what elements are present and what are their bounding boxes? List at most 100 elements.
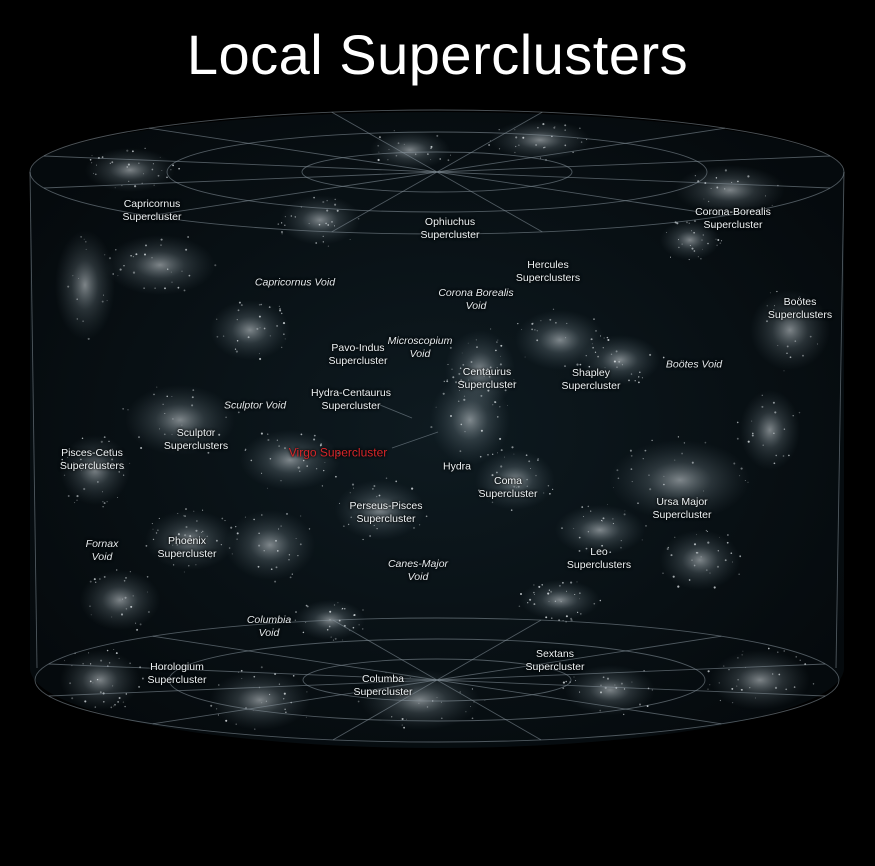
galaxy-point (509, 478, 512, 480)
galaxy-point (707, 670, 710, 673)
galaxy-point (112, 273, 115, 275)
galaxy-point (361, 628, 364, 630)
galaxy-point (166, 395, 168, 398)
galaxy-point (430, 426, 433, 429)
galaxy-point (747, 481, 749, 483)
galaxy-point (740, 689, 742, 691)
galaxy-point (418, 524, 421, 526)
galaxy-point (728, 669, 730, 671)
galaxy-point (531, 328, 533, 331)
galaxy-point (362, 538, 364, 541)
galaxy-point (315, 468, 318, 470)
galaxy-point (513, 378, 515, 381)
galaxy-point (599, 709, 602, 712)
galaxy-point (783, 428, 786, 430)
galaxy-point (236, 339, 239, 342)
galaxy-point (235, 723, 237, 725)
galaxy-point (134, 185, 137, 188)
galaxy-point (216, 318, 218, 320)
galaxy-point (210, 704, 213, 707)
galaxy-point (284, 338, 286, 340)
galaxy-point (299, 470, 301, 472)
galaxy-point (704, 441, 707, 444)
galaxy-point (612, 518, 614, 520)
galaxy-point (747, 440, 750, 443)
galaxy-point (564, 144, 567, 147)
galaxy-point (484, 699, 486, 701)
galaxy-point (504, 389, 507, 392)
galaxy-point (225, 416, 227, 419)
galaxy-point (553, 126, 556, 129)
galaxy-point (302, 631, 305, 634)
galaxy-point (376, 495, 378, 498)
galaxy-cloud (370, 130, 450, 170)
top-spoke (436, 171, 543, 233)
galaxy-point (541, 584, 543, 586)
galaxy-cloud (60, 650, 140, 710)
galaxy-point (705, 529, 707, 532)
galaxy-point (554, 126, 556, 128)
galaxy-point (328, 625, 331, 628)
galaxy-point (637, 502, 639, 505)
galaxy-point (530, 468, 531, 470)
galaxy-point (221, 517, 224, 520)
galaxy-cloud (335, 480, 425, 540)
galaxy-point (99, 691, 102, 694)
galaxy-point (599, 599, 602, 602)
galaxy-point (570, 617, 573, 620)
galaxy-point (385, 477, 388, 479)
galaxy-point (241, 678, 243, 679)
galaxy-point (458, 390, 460, 391)
galaxy-point (138, 436, 140, 439)
label-microscopium-void: Microscopium Void (387, 335, 453, 360)
galaxy-point (122, 408, 124, 410)
galaxy-point (209, 556, 212, 559)
galaxy-point (587, 505, 590, 508)
galaxy-point (773, 462, 776, 465)
galaxy-point (256, 327, 259, 330)
galaxy-point (235, 525, 237, 528)
galaxy-point (207, 451, 210, 454)
label-corona-borealis-supercluster: Corona-Borealis Supercluster (695, 206, 771, 231)
galaxy-point (185, 508, 187, 510)
galaxy-point (427, 153, 429, 155)
galaxy-point (689, 245, 691, 246)
galaxy-point (172, 418, 174, 420)
galaxy-point (487, 454, 489, 456)
galaxy-point (663, 475, 665, 477)
galaxy-point (93, 578, 96, 581)
galaxy-point (639, 703, 641, 706)
galaxy-point (279, 309, 282, 312)
galaxy-point (607, 338, 610, 342)
galaxy-point (192, 449, 194, 451)
galaxy-point (118, 657, 120, 659)
galaxy-point (663, 483, 665, 486)
galaxy-point (101, 491, 103, 493)
galaxy-point (786, 345, 789, 348)
galaxy-point (187, 556, 189, 558)
galaxy-cloud (675, 165, 785, 215)
galaxy-point (102, 501, 104, 503)
galaxy-point (176, 544, 178, 546)
galaxy-point (111, 458, 114, 461)
galaxy-point (69, 682, 72, 685)
galaxy-point (731, 181, 733, 183)
galaxy-point (513, 453, 515, 455)
galaxy-point (602, 347, 604, 349)
bottom-spoke (48, 663, 438, 681)
galaxy-point (192, 389, 195, 391)
galaxy-point (102, 454, 105, 456)
galaxy-point (452, 376, 455, 379)
galaxy-point (260, 514, 263, 516)
galaxy-point (681, 452, 684, 455)
galaxy-point (697, 256, 699, 258)
galaxy-point (498, 148, 501, 150)
galaxy-point (581, 506, 584, 509)
galaxy-point (333, 225, 336, 227)
galaxy-point (260, 303, 263, 306)
galaxy-point (313, 438, 316, 441)
galaxy-point (88, 652, 90, 654)
galaxy-point (731, 701, 734, 704)
galaxy-point (694, 220, 696, 222)
